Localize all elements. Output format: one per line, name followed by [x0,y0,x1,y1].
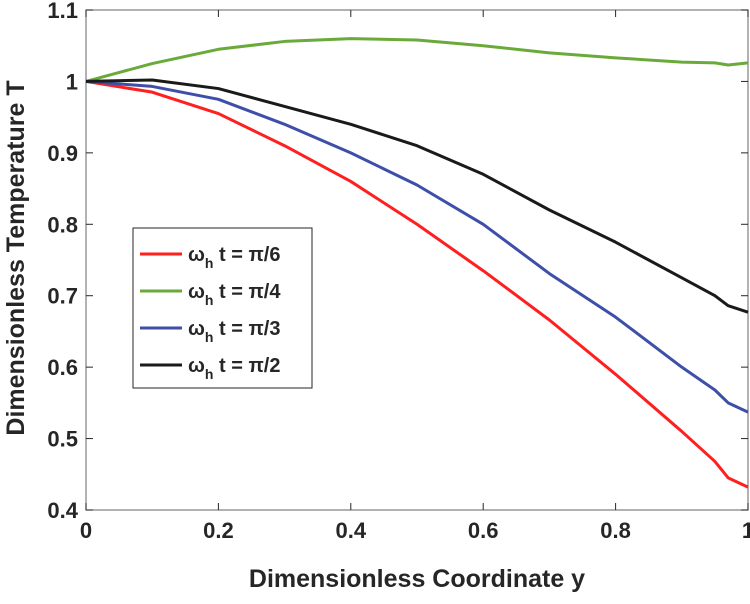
x-tick-label: 1 [742,518,750,543]
y-tick-label: 0.4 [47,498,78,523]
legend-label-1: ωh t = π/4 [188,281,281,308]
legend-label-0: ωh t = π/6 [188,244,280,271]
y-tick-label: 1.1 [47,0,78,23]
y-tick-label: 0.8 [47,212,78,237]
legend-label-2: ωh t = π/3 [188,318,280,345]
series-line-3 [85,78,749,314]
y-tick-label: 0.9 [47,141,78,166]
y-axis-label: Dimensionless Temperature T [2,80,30,435]
x-tick-label: 0.2 [203,518,234,543]
x-axis-label: Dimensionless Coordinate y [249,565,585,593]
series-line-2 [85,79,749,414]
x-tick-label: 0.8 [600,518,631,543]
series-line-0 [85,79,749,489]
x-tick-label: 0.6 [468,518,499,543]
legend: ωh t = π/6 ωh t = π/4 ωh t = π/3 ωh t = π/2 [132,227,313,389]
y-tick-label: 0.7 [47,284,78,309]
x-tick-label: 0.4 [336,518,367,543]
y-tick-label: 1 [66,69,78,94]
y-tick-label: 0.6 [47,355,78,380]
y-tick-label: 0.5 [47,427,78,452]
series-line-1 [85,37,749,83]
legend-label-3: ωh t = π/2 [188,355,280,382]
x-tick-label: 0 [80,518,92,543]
